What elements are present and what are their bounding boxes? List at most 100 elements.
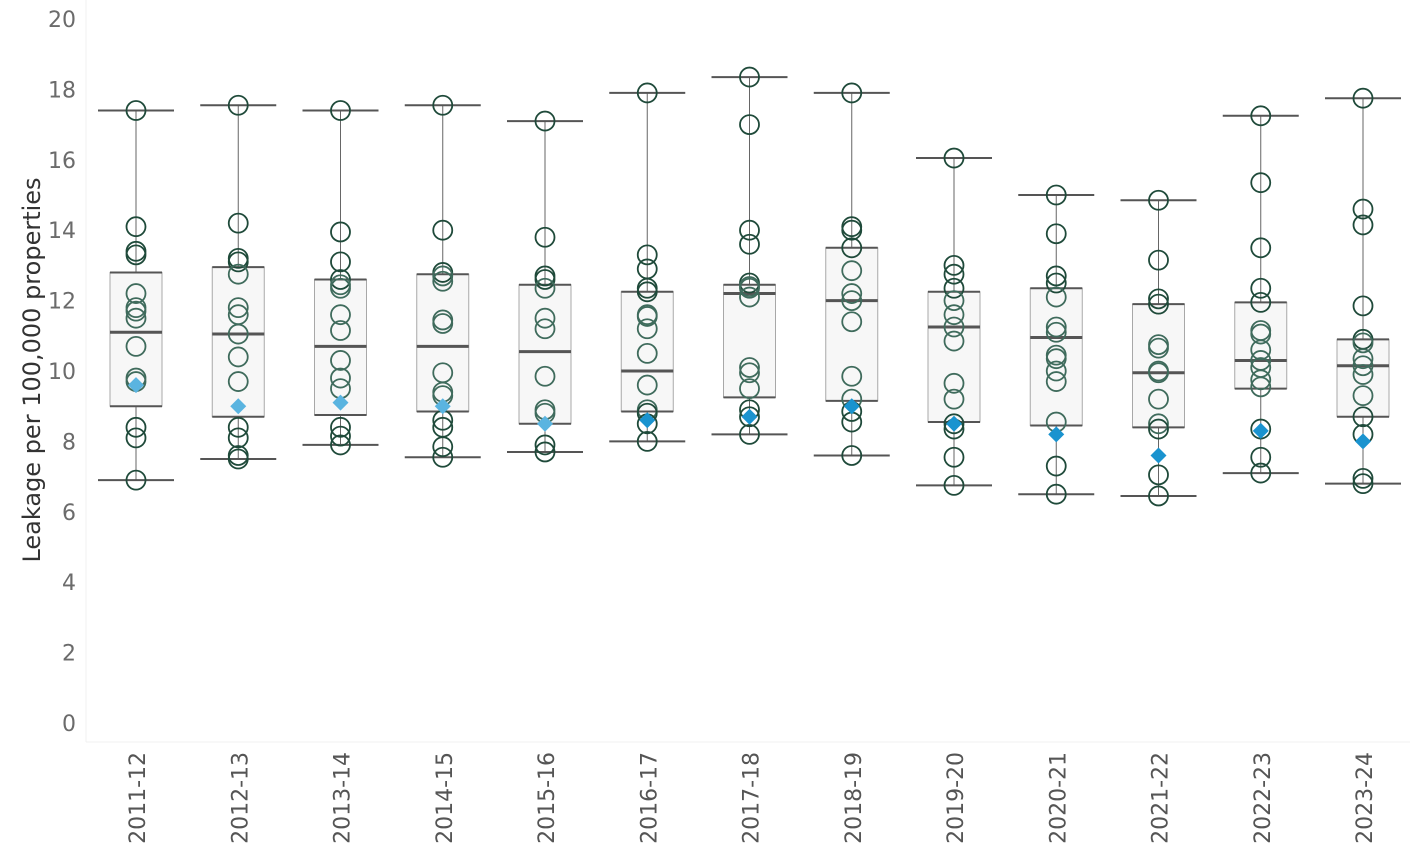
y-tick-label: 18 — [48, 78, 76, 103]
box-group — [302, 100, 379, 456]
highlight-marker — [1252, 422, 1269, 439]
data-point — [943, 413, 965, 435]
data-point — [1148, 485, 1169, 507]
box-group — [404, 94, 481, 468]
data-point — [227, 94, 249, 116]
x-tick-label: 2019-20 — [944, 752, 969, 844]
x-tick-label: 2012-13 — [228, 752, 253, 844]
data-point — [739, 357, 760, 378]
data-point — [841, 260, 863, 282]
data-point — [534, 365, 556, 387]
iqr-box — [927, 291, 981, 423]
data-point — [739, 286, 760, 308]
data-point — [943, 290, 965, 312]
data-point — [1352, 87, 1374, 109]
data-point — [1250, 105, 1272, 127]
data-point — [1045, 455, 1067, 477]
x-tick-label: 2015-16 — [535, 752, 560, 844]
data-point — [432, 313, 454, 334]
data-point — [841, 365, 863, 387]
data-point — [1045, 371, 1067, 392]
x-tick-label: 2013-14 — [331, 752, 356, 844]
data-point — [330, 221, 351, 243]
data-point — [1250, 277, 1272, 299]
data-point — [1148, 293, 1169, 315]
data-point — [943, 446, 965, 468]
box-group — [200, 94, 277, 470]
data-point — [227, 427, 249, 449]
iqr-box — [1234, 301, 1288, 390]
y-tick-label: 20 — [48, 8, 76, 33]
data-point — [227, 263, 249, 285]
data-point — [1148, 388, 1169, 410]
data-point — [330, 416, 351, 438]
x-tick-label: 2023-24 — [1353, 752, 1378, 844]
box-group — [1018, 184, 1095, 505]
data-point — [534, 434, 556, 456]
data-point — [943, 388, 965, 410]
iqr-box — [211, 266, 265, 418]
x-tick-label: 2011-12 — [126, 752, 151, 844]
data-point — [739, 114, 760, 135]
highlight-marker — [1048, 426, 1065, 443]
highlight-marker — [230, 398, 247, 415]
box-group — [507, 110, 583, 463]
data-point — [227, 297, 249, 319]
data-point — [841, 237, 863, 259]
data-point — [636, 281, 658, 303]
data-point — [1250, 291, 1272, 313]
data-point — [943, 316, 965, 338]
data-point — [330, 367, 351, 389]
data-point — [739, 66, 760, 88]
data-point — [1352, 355, 1374, 377]
data-point — [330, 304, 351, 326]
data-point — [125, 469, 147, 491]
data-point — [1148, 418, 1169, 440]
data-point — [943, 263, 965, 285]
data-point — [739, 362, 760, 384]
data-point — [534, 307, 556, 329]
data-point — [432, 436, 454, 458]
data-point — [1045, 223, 1067, 245]
box-group — [1325, 87, 1401, 495]
x-tick-label: 2016-17 — [637, 752, 662, 844]
data-point — [739, 423, 760, 445]
iqr-box — [825, 247, 879, 402]
data-point — [534, 269, 556, 290]
data-point — [636, 306, 658, 327]
x-tick-label: 2014-15 — [433, 752, 458, 844]
data-point — [1352, 473, 1374, 495]
data-point — [1250, 462, 1272, 484]
data-point — [1148, 249, 1169, 271]
data-point — [1045, 184, 1067, 206]
x-tick-label: 2022-23 — [1251, 752, 1276, 844]
data-point — [1045, 265, 1067, 287]
data-point — [1250, 376, 1272, 398]
highlight-marker — [332, 394, 349, 411]
data-point — [841, 283, 863, 304]
x-tick-labels: 2011-12 2012-13 2013-14 2014-15 2015-16 2016-… — [126, 752, 1378, 844]
data-point — [636, 430, 658, 452]
data-point — [125, 427, 147, 449]
y-tick-label: 4 — [62, 571, 76, 596]
data-point — [1250, 369, 1272, 391]
data-point — [739, 233, 760, 255]
data-point — [841, 219, 863, 241]
highlight-marker — [1355, 433, 1371, 450]
y-tick-label: 16 — [48, 149, 76, 174]
data-point — [432, 94, 454, 116]
data-point — [227, 346, 249, 368]
data-point — [1352, 332, 1374, 354]
data-point — [1148, 288, 1169, 310]
data-point — [841, 82, 863, 104]
data-point — [943, 372, 965, 394]
y-tick-label: 2 — [62, 642, 76, 667]
data-point — [636, 318, 658, 340]
data-point — [739, 219, 760, 241]
data-point — [534, 318, 556, 340]
data-point — [1352, 295, 1374, 317]
data-point — [1045, 316, 1067, 338]
data-point — [636, 82, 658, 104]
x-tick-label: 2018-19 — [842, 752, 867, 844]
